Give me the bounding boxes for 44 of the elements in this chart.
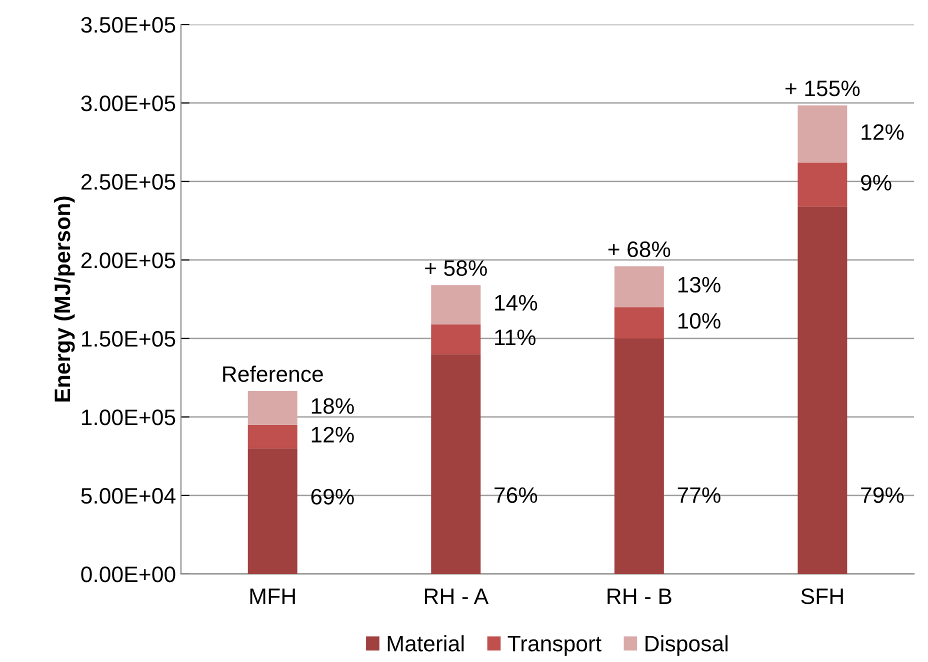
y-axis-title: Energy (MJ/person): [54, 196, 75, 402]
annotation: 13%: [678, 276, 720, 293]
annotation: 12%: [862, 124, 904, 140]
annotation: 76%: [494, 487, 538, 503]
bar: [431, 324, 481, 354]
y-tick-label: 2.00E+05: [81, 252, 176, 268]
bar: [614, 266, 664, 308]
y-tick-label: 1.50E+05: [82, 331, 176, 347]
bar: [614, 307, 664, 338]
y-tick-label: 3.50E+05: [81, 17, 176, 33]
legend-label: Disposal: [646, 635, 728, 656]
y-tick-label: 3.00E+05: [81, 96, 176, 112]
y-tick-label: 1.00E+05: [82, 410, 176, 426]
bar: [248, 391, 298, 425]
x-tick-label: RH - B: [608, 588, 672, 604]
bar: [798, 206, 848, 574]
annotation: 11%: [495, 330, 536, 346]
annotation: Reference: [223, 366, 323, 382]
annotation: 10%: [678, 313, 720, 329]
annotation: 77%: [678, 487, 720, 503]
bar: [248, 448, 298, 574]
legend-label: Material: [388, 635, 464, 652]
y-tick-label: 5.00E+04: [81, 488, 176, 504]
x-tick-label: MFH: [250, 588, 295, 604]
annotation: 79%: [861, 487, 904, 503]
annotation: 9%: [861, 174, 892, 191]
annotation: + 68%: [608, 241, 670, 258]
x-tick-label: RH - A: [424, 588, 489, 604]
y-tick-label: 2.50E+05: [81, 174, 176, 190]
bar: [431, 354, 481, 574]
annotation: + 155%: [786, 80, 860, 96]
bar: [614, 338, 664, 574]
bar: [798, 162, 848, 207]
legend-label: Transport: [508, 636, 602, 656]
annotation: 69%: [311, 488, 354, 505]
bar: [431, 285, 481, 324]
bar: [248, 424, 298, 448]
annotation: + 58%: [425, 260, 487, 276]
bar: [798, 105, 848, 163]
y-tick-label: 0.00E+00: [81, 566, 176, 582]
annotation: 18%: [312, 398, 354, 414]
annotation: 14%: [495, 295, 538, 311]
x-tick-label: SFH: [801, 588, 843, 604]
annotation: 12%: [312, 426, 354, 442]
